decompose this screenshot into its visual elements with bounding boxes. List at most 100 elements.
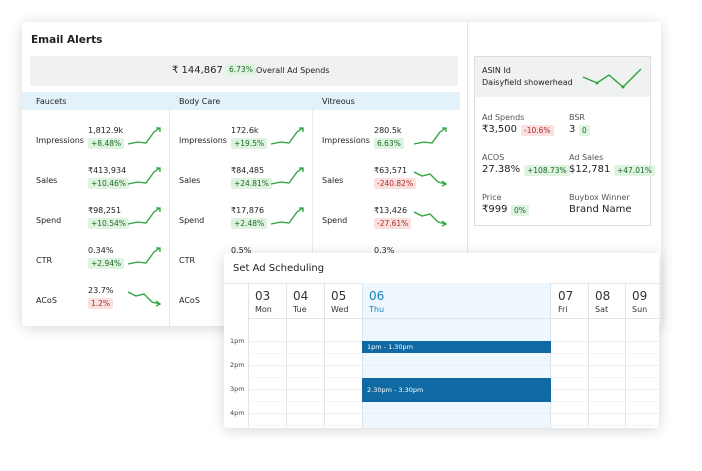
day-date: 05 [331,289,347,303]
sparkline [412,204,448,228]
day-date: 03 [255,289,271,303]
metric-value: 0.34% [88,246,114,255]
day-date: 04 [293,289,309,303]
column-name: Body Care [179,97,221,106]
day-name: Wed [331,305,349,314]
day-name: Fri [558,305,568,314]
day-divider [588,283,589,428]
summary-bar: ₹ 144,867 6.73% Overall Ad Spends [30,56,458,86]
metric-label: Impressions [179,136,227,145]
metric-change: +2.94% [88,258,125,269]
sparkline [412,164,448,188]
day-date: 06 [369,289,385,303]
metric-change: +8.48% [88,138,125,149]
day-date: 09 [632,289,648,303]
column-name: Vitreous [322,97,355,106]
sparkline [126,204,162,228]
metric-label: Ad Sales [569,153,604,162]
metric-value: ₹13,426 [374,206,408,215]
half-line [248,353,659,354]
day-name: Sat [595,305,609,314]
metric-value: ₹3,500 [482,124,517,135]
schedule-event: 1pm - 1.30pm [362,341,551,353]
metric-label: CTR [36,256,53,265]
card-title: Email Alerts [31,34,103,46]
metric-label: Impressions [322,136,370,145]
metric-value: ₹98,251 [88,206,122,215]
metric-label: Spend [36,216,62,225]
scheduler-title: Set Ad Scheduling [233,263,325,274]
day-name: Thu [369,305,385,314]
sparkline [126,244,162,268]
column-header-bar [22,92,460,110]
column-divider [312,110,313,326]
metric-value: ₹17,876 [231,206,265,215]
time-line [248,413,659,414]
divider [248,318,659,319]
half-line [248,425,659,426]
metric-label: Spend [179,216,205,225]
sparkline [412,124,448,148]
metric-change: 0% [511,205,529,216]
metric-label: CTR [179,256,196,265]
metric-label: ACoS [36,296,57,305]
sparkline [582,68,642,89]
metric-change: 1.2% [88,298,114,309]
product-card: ASIN Id Daisyfield showerhead Ad Spends ₹… [474,56,655,226]
half-line [248,377,659,378]
metric-value: 0.3% [374,246,395,255]
time-label: 3pm [230,385,245,393]
metric-value: ₹84,485 [231,166,265,175]
time-label: 2pm [230,361,245,369]
metric-value: 280.5k [374,126,402,135]
metric-change: +10.46% [88,178,129,189]
metric-value: 3 [569,124,576,135]
summary-amount: ₹ 144,867 [172,65,223,76]
column-divider [169,110,170,326]
metric-change: +10.54% [88,218,129,229]
metric-change: 0 [579,125,590,136]
metric-label: Sales [36,176,58,185]
metric-label: Sales [179,176,201,185]
metric-change: -10.6% [521,125,554,136]
metric-value: Brand Name [569,204,632,215]
day-name: Tue [293,305,307,314]
metric-value: 23.7% [88,286,114,295]
sparkline [126,284,162,308]
metric-value: ₹63,571 [374,166,408,175]
summary-change: 6.73% [226,64,256,75]
metric-change: +2.48% [231,218,268,229]
metric-value: ₹413,934 [88,166,127,175]
email-alerts-card: Email Alerts ₹ 144,867 6.73% Overall Ad … [22,22,661,326]
metric-change: +108.73% [524,165,570,176]
metric-value: 0.5% [231,246,252,255]
metric-label: BSR [569,113,585,122]
metric-label: Ad Spends [482,113,525,122]
metric-value: $12,781 [569,164,611,175]
metric-label: Sales [322,176,344,185]
divider [467,22,468,326]
sparkline [126,164,162,188]
day-date: 08 [595,289,611,303]
sparkline [269,164,305,188]
metric-value: 27.38% [482,164,521,175]
day-divider [286,283,287,428]
metric-change: +19.5% [231,138,268,149]
metric-value: 1,812.9k [88,126,124,135]
metric-label: Spend [322,216,348,225]
metric-change: +24.81% [231,178,272,189]
metric-value: 172.6k [231,126,259,135]
time-label: 4pm [230,409,245,417]
time-column-divider [248,283,249,428]
metric-change: -27.61% [374,218,412,229]
metric-label: Impressions [36,136,84,145]
time-line [248,365,659,366]
metric-label: Buybox Winner [569,193,630,202]
metric-label: ACOS [482,153,505,162]
product-name: Daisyfield showerhead [482,78,573,87]
schedule-event: 2.30pm - 3.30pm [362,378,551,402]
column-name: Faucets [36,97,67,106]
product-id-label: ASIN Id [482,66,511,75]
sparkline [126,124,162,148]
